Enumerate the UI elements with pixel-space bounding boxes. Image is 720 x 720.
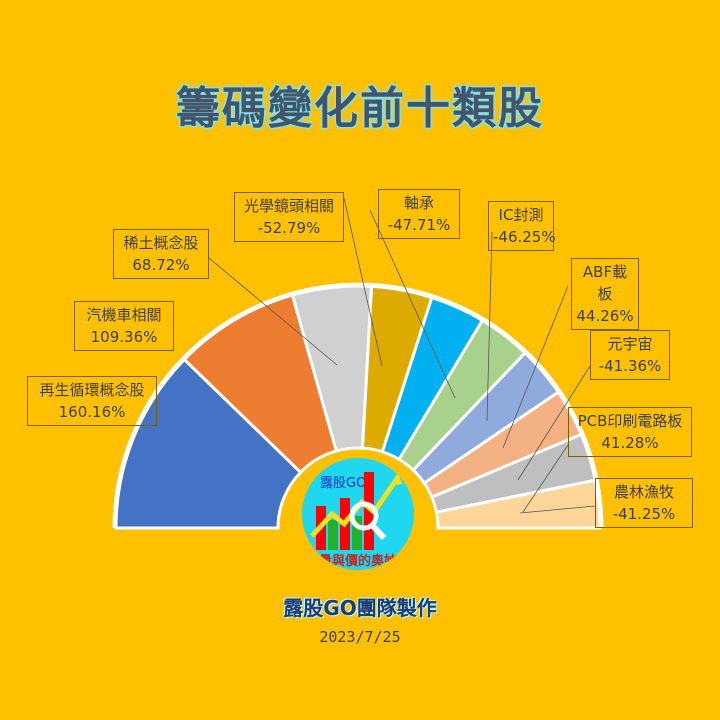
leader-line — [517, 365, 591, 481]
category-value: -46.25% — [493, 228, 556, 246]
team-credit: 露股GO團隊製作 — [283, 596, 437, 620]
category-value: 109.36% — [90, 328, 158, 346]
category-name: PCB印刷電路板 — [577, 412, 683, 430]
callout-label: 汽機車相關 109.36% — [74, 301, 174, 351]
date: 2023/7/25 — [319, 628, 401, 646]
logo-brand: 露股GO — [320, 476, 367, 491]
category-name: 稀土概念股 — [123, 234, 199, 252]
leader-line — [519, 505, 596, 514]
chart-title: 籌碼變化前十類股 — [176, 83, 544, 134]
category-value: -41.36% — [598, 357, 662, 375]
callout-label: 農林漁牧 -41.25% — [595, 478, 693, 528]
callout-label: 軸承 -47.71% — [378, 189, 460, 239]
category-value: 68.72% — [132, 256, 190, 274]
leader-line — [208, 257, 338, 366]
category-value: -52.79% — [257, 219, 321, 237]
category-name: 再生循環概念股 — [39, 381, 145, 399]
callout-label: 稀土概念股 68.72% — [113, 229, 209, 279]
category-value: 44.26% — [576, 307, 634, 325]
callout-label: 元宇宙 -41.36% — [590, 330, 670, 380]
category-value: -41.25% — [612, 505, 676, 523]
callout-label: PCB印刷電路板 41.28% — [568, 407, 692, 457]
category-name: ABF載板 — [582, 263, 628, 303]
leader-line — [369, 209, 456, 399]
leader-line — [343, 197, 383, 367]
callout-label: 再生循環概念股 160.16% — [27, 376, 157, 426]
category-name: 光學鏡頭相關 — [243, 197, 334, 215]
category-value: -47.71% — [387, 216, 451, 234]
callout-label: 光學鏡頭相關 -52.79% — [234, 192, 344, 242]
leader-line — [502, 285, 569, 449]
logo-slogan: 量與價的奧妙 — [318, 554, 397, 569]
slice-9 — [434, 478, 602, 530]
chart-magnifier-icon — [310, 472, 402, 550]
logo: 露股GO 量與價的奧妙 — [302, 458, 414, 570]
category-name: 汽機車相關 — [86, 306, 162, 324]
callout-label: IC封測 -46.25% — [488, 201, 556, 251]
category-name: 軸承 — [403, 194, 434, 212]
category-name: 農林漁牧 — [613, 483, 674, 501]
category-value: 160.16% — [58, 403, 126, 421]
category-name: IC封測 — [498, 206, 544, 224]
leader-line — [486, 231, 493, 422]
category-name: 元宇宙 — [607, 335, 653, 353]
slice-0 — [114, 357, 303, 530]
leader-line — [522, 444, 569, 513]
callout-label: ABF載板 44.26% — [571, 258, 639, 330]
category-value: 41.28% — [601, 434, 659, 452]
